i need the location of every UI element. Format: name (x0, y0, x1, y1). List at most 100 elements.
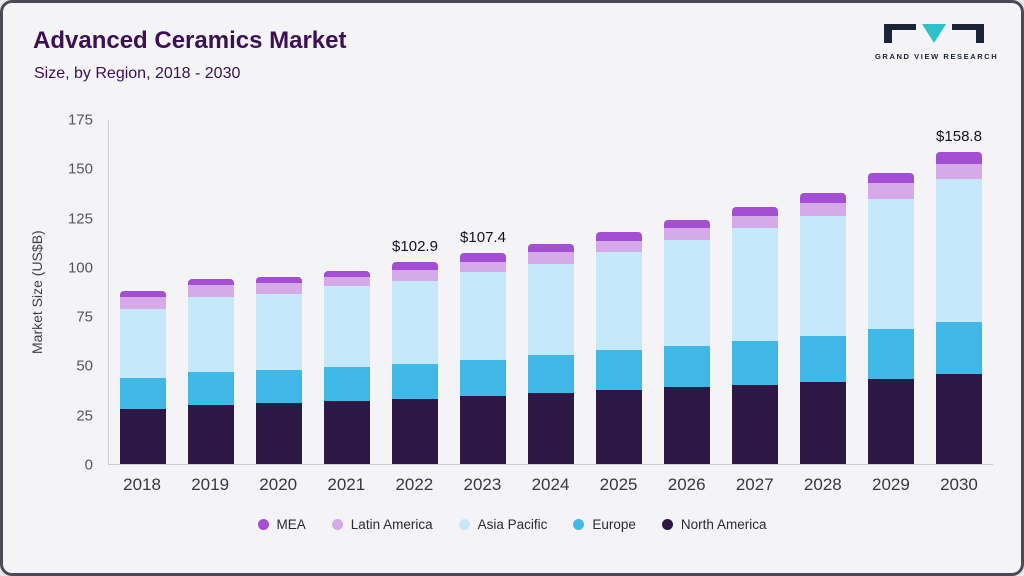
bar-segment-europe[interactable] (596, 350, 642, 391)
bar-2026[interactable] (653, 120, 721, 464)
legend-dot-icon (257, 519, 269, 530)
bar-segment-asia-pacific[interactable] (936, 179, 982, 322)
bar-segment-north-america[interactable] (188, 405, 234, 464)
x-axis-label: 2025 (599, 475, 638, 494)
bar-segment-europe[interactable] (324, 366, 370, 402)
bar-segment-mea[interactable] (392, 261, 438, 270)
bar-2018[interactable] (109, 120, 177, 464)
legend-item-mea[interactable]: MEA (257, 517, 306, 532)
bar-segment-europe[interactable] (868, 329, 914, 379)
y-tick-label: 125 (67, 210, 93, 228)
y-axis-ticks: 0 25 50 75 100 125 150 175 (53, 112, 101, 474)
bar-segment-north-america[interactable] (256, 403, 302, 464)
bar-segment-latin-america[interactable] (528, 251, 574, 264)
bar-segment-north-america[interactable] (800, 382, 846, 464)
bar-segment-mea[interactable] (936, 151, 982, 164)
bar-segment-north-america[interactable] (392, 399, 438, 464)
value-annotation: $102.9 (392, 237, 438, 255)
bar-segment-latin-america[interactable] (460, 261, 506, 273)
x-axis-label: 2029 (871, 475, 910, 494)
legend-item-europe[interactable]: Europe (573, 517, 636, 532)
bar-segment-asia-pacific[interactable] (664, 239, 710, 347)
bar-segment-asia-pacific[interactable] (120, 308, 166, 378)
bar-segment-mea[interactable] (188, 279, 234, 286)
bar-segment-asia-pacific[interactable] (868, 198, 914, 330)
bar-2024[interactable] (517, 120, 585, 464)
bar-segment-asia-pacific[interactable] (732, 228, 778, 342)
y-tick-label: 150 (67, 160, 93, 178)
legend-label: MEA (276, 517, 306, 532)
bar-segment-asia-pacific[interactable] (256, 294, 302, 370)
bar-segment-north-america[interactable] (324, 401, 370, 464)
bar-2023[interactable]: $107.4 (449, 120, 517, 464)
bar-segment-latin-america[interactable] (120, 296, 166, 309)
bar-segment-north-america[interactable] (120, 408, 166, 464)
bar-2029[interactable] (857, 120, 925, 464)
bar-segment-mea[interactable] (460, 252, 506, 262)
bar-2025[interactable] (585, 120, 653, 464)
bar-segment-asia-pacific[interactable] (596, 251, 642, 350)
bar-segment-asia-pacific[interactable] (188, 296, 234, 372)
bar-segment-europe[interactable] (664, 346, 710, 388)
bar-2030[interactable]: $158.8 (925, 120, 993, 464)
bar-segment-asia-pacific[interactable] (392, 281, 438, 364)
legend-item-latin-america[interactable]: Latin America (331, 517, 433, 532)
bar-segment-north-america[interactable] (664, 387, 710, 464)
bar-2019[interactable] (177, 120, 245, 464)
legend-item-north-america[interactable]: North America (661, 517, 767, 532)
bar-segment-asia-pacific[interactable] (460, 272, 506, 360)
bar-segment-latin-america[interactable] (936, 163, 982, 179)
bar-segment-mea[interactable] (324, 271, 370, 278)
bar-segment-mea[interactable] (868, 173, 914, 183)
bar-segment-europe[interactable] (256, 369, 302, 404)
legend-dot-icon (573, 519, 585, 530)
bar-segment-latin-america[interactable] (868, 182, 914, 199)
bar-segment-mea[interactable] (800, 192, 846, 203)
x-axis-label: 2027 (735, 475, 774, 494)
bar-segment-latin-america[interactable] (392, 269, 438, 282)
bar-segment-north-america[interactable] (936, 373, 982, 464)
bar-segment-latin-america[interactable] (324, 277, 370, 287)
bar-segment-mea[interactable] (596, 232, 642, 241)
bar-segment-latin-america[interactable] (664, 228, 710, 240)
bar-segment-mea[interactable] (120, 291, 166, 297)
chart-legend: MEA Latin America Asia Pacific Europe North … (3, 517, 1021, 532)
bar-segment-asia-pacific[interactable] (324, 286, 370, 367)
bar-segment-north-america[interactable] (732, 385, 778, 464)
brand-logo: GRAND VIEW RESEARCH (875, 21, 997, 61)
bar-segment-mea[interactable] (528, 243, 574, 252)
bar-segment-europe[interactable] (936, 321, 982, 374)
bar-2022[interactable]: $102.9 (381, 120, 449, 464)
legend-label: Europe (592, 517, 636, 532)
bar-segment-europe[interactable] (528, 354, 574, 394)
bar-segment-latin-america[interactable] (188, 285, 234, 297)
x-axis-label: 2019 (191, 475, 230, 494)
bar-2021[interactable] (313, 120, 381, 464)
x-axis-label: 2024 (531, 475, 570, 494)
bar-segment-asia-pacific[interactable] (528, 263, 574, 355)
bar-segment-north-america[interactable] (596, 390, 642, 464)
bar-segment-latin-america[interactable] (256, 283, 302, 294)
bar-2028[interactable] (789, 120, 857, 464)
bar-segment-mea[interactable] (732, 206, 778, 217)
bar-segment-north-america[interactable] (460, 396, 506, 464)
bar-segment-latin-america[interactable] (800, 202, 846, 217)
legend-label: North America (680, 517, 767, 532)
bar-segment-europe[interactable] (800, 336, 846, 383)
y-tick-label: 100 (67, 259, 93, 277)
bar-2027[interactable] (721, 120, 789, 464)
legend-item-asia-pacific[interactable]: Asia Pacific (458, 517, 547, 532)
bar-segment-europe[interactable] (732, 341, 778, 386)
bar-segment-north-america[interactable] (528, 393, 574, 464)
bar-segment-latin-america[interactable] (732, 216, 778, 229)
bar-segment-europe[interactable] (188, 371, 234, 406)
bar-2020[interactable] (245, 120, 313, 464)
bar-segment-europe[interactable] (392, 363, 438, 400)
bar-segment-mea[interactable] (256, 277, 302, 284)
bar-segment-mea[interactable] (664, 220, 710, 229)
bar-segment-north-america[interactable] (868, 378, 914, 464)
bar-segment-latin-america[interactable] (596, 240, 642, 252)
bar-segment-europe[interactable] (120, 377, 166, 409)
bar-segment-asia-pacific[interactable] (800, 216, 846, 337)
bar-segment-europe[interactable] (460, 359, 506, 397)
